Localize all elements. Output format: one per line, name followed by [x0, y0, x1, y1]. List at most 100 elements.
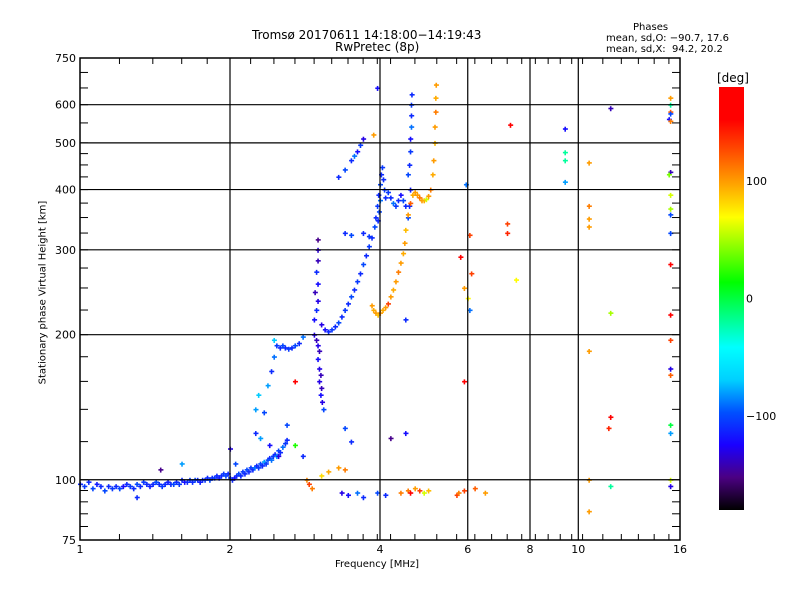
data-point-v — [410, 113, 413, 119]
data-point — [336, 320, 342, 326]
data-point — [562, 158, 568, 164]
data-point — [317, 379, 323, 385]
data-point — [668, 422, 674, 428]
grid-lines — [80, 58, 680, 540]
data-point-v — [317, 298, 319, 304]
data-point-v — [669, 170, 672, 176]
data-point — [284, 422, 290, 428]
data-point-v — [227, 471, 229, 477]
data-point — [333, 324, 339, 330]
data-point — [352, 153, 358, 159]
data-point — [176, 482, 182, 488]
data-point-v — [146, 482, 148, 488]
data-point — [153, 479, 159, 485]
data-point-v — [669, 484, 672, 490]
data-point-v — [384, 195, 387, 201]
data-point — [426, 488, 432, 494]
data-point-v — [377, 218, 379, 224]
data-point — [396, 269, 402, 275]
data-point — [668, 262, 674, 268]
x-tick-label: 2 — [227, 543, 234, 556]
data-point-v — [118, 486, 121, 492]
data-point-v — [178, 482, 181, 488]
colorbar-label: [deg] — [717, 71, 749, 85]
data-point-v — [314, 290, 316, 296]
data-point-v — [669, 192, 672, 198]
data-point-v — [474, 486, 476, 492]
data-point — [396, 198, 402, 204]
data-point — [248, 465, 254, 471]
data-point — [342, 167, 348, 173]
data-point — [134, 495, 140, 501]
data-point-v — [233, 475, 236, 481]
y-tick-label: 600 — [55, 99, 76, 112]
data-point-v — [111, 486, 114, 492]
data-point — [121, 484, 127, 490]
data-point-v — [218, 475, 220, 481]
data-point — [375, 490, 381, 496]
data-point — [505, 221, 511, 227]
data-point-v — [344, 231, 346, 237]
data-point — [261, 410, 267, 416]
chart-title: Tromsø 20170611 14:18:00−14:19:43 — [252, 28, 482, 42]
data-point — [405, 215, 411, 221]
data-point-v — [407, 488, 409, 494]
data-point-v — [588, 216, 590, 222]
data-point-v — [669, 212, 672, 218]
data-point — [668, 431, 674, 437]
data-point — [267, 443, 273, 449]
data-point-v — [317, 343, 319, 349]
data-point — [319, 386, 325, 392]
data-point-v — [669, 231, 672, 237]
data-point-v — [395, 279, 397, 285]
data-point-v — [317, 281, 319, 287]
data-point — [349, 294, 355, 300]
data-point-v — [344, 467, 346, 473]
data-point-v — [268, 443, 271, 449]
data-point-v — [402, 251, 405, 257]
data-point-v — [237, 471, 240, 477]
data-point-v — [463, 379, 466, 385]
data-point-v — [298, 341, 301, 347]
data-point-v — [270, 457, 273, 463]
data-point — [433, 109, 439, 115]
data-point — [415, 192, 421, 198]
data-point — [342, 426, 348, 432]
data-point-v — [327, 329, 330, 335]
data-point-v — [412, 192, 414, 198]
data-point-v — [211, 475, 214, 481]
data-point — [159, 484, 165, 490]
data-point — [668, 372, 674, 378]
legend-line-x: mean, sd,X: 94.2, 20.2 — [606, 44, 723, 55]
data-point — [562, 179, 568, 185]
data-point — [398, 260, 404, 266]
data-point-v — [96, 482, 98, 488]
data-point-v — [564, 150, 566, 156]
data-point-v — [350, 294, 353, 300]
data-point — [388, 294, 394, 300]
data-point — [433, 95, 439, 101]
data-point — [317, 366, 323, 372]
data-point-v — [410, 124, 413, 130]
data-point — [168, 482, 174, 488]
data-point-v — [432, 158, 435, 164]
data-point — [352, 287, 358, 293]
data-point — [141, 479, 147, 485]
data-point — [463, 182, 469, 188]
data-point-v — [294, 379, 297, 385]
data-point-v — [408, 203, 411, 209]
data-point — [253, 407, 259, 413]
colorbar-tick-label: 0 — [746, 293, 753, 306]
data-point-v — [380, 172, 383, 178]
data-point-v — [158, 482, 161, 488]
data-point — [276, 448, 282, 454]
data-point — [668, 192, 674, 198]
data-point-v — [404, 431, 407, 437]
data-point — [318, 392, 324, 398]
data-point — [391, 201, 397, 207]
data-point — [668, 337, 674, 343]
data-point — [462, 285, 468, 291]
data-point — [366, 234, 372, 240]
data-point — [383, 195, 389, 201]
